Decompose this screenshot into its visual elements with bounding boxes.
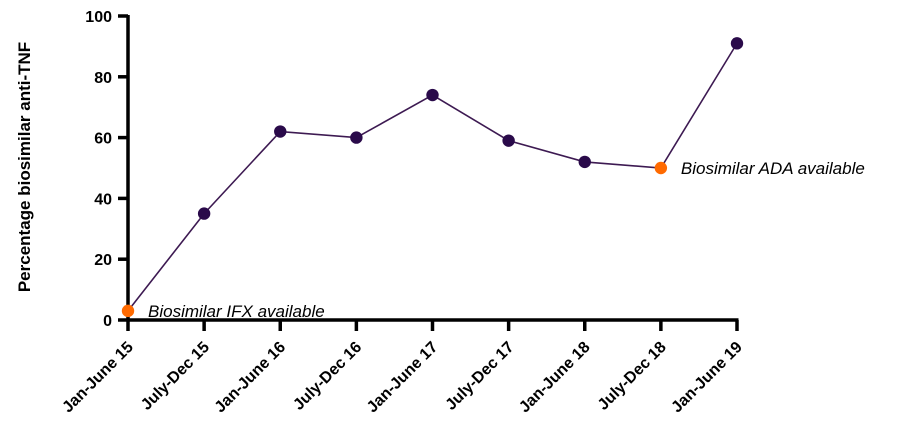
highlighted-data-point	[654, 161, 668, 175]
x-tick-label: July-Dec 18	[595, 339, 670, 414]
data-point	[426, 88, 439, 102]
data-point	[274, 125, 287, 138]
data-point	[730, 37, 744, 50]
y-tick-label: 40	[94, 191, 112, 208]
x-tick-label: Jan-June 18	[516, 339, 593, 416]
data-point	[350, 131, 363, 144]
annotation-label: Biosimilar ADA available	[681, 159, 865, 178]
data-point	[502, 134, 515, 147]
x-tick-label: July-Dec 15	[138, 339, 213, 414]
axes	[126, 15, 739, 322]
y-tick-label: 20	[94, 252, 112, 269]
x-tick-label: July-Dec 16	[290, 339, 365, 414]
y-tick-label: 60	[94, 131, 112, 148]
annotation-label: Biosimilar IFX available	[148, 302, 325, 321]
series-line	[127, 42, 738, 312]
y-tick-label: 0	[103, 313, 112, 330]
x-tick-label: Jan-June 15	[59, 339, 136, 416]
x-tick-label: Jan-June 19	[668, 339, 745, 416]
data-point	[197, 207, 211, 220]
x-tick-label: Jan-June 16	[212, 339, 289, 416]
series-group	[121, 37, 744, 318]
highlighted-data-point	[121, 304, 135, 318]
y-axis-title: Percentage biosimilar anti-TNF	[15, 42, 34, 292]
x-tick-label: July-Dec 17	[443, 339, 518, 414]
annotations: Biosimilar IFX available Biosimilar ADA a…	[148, 159, 865, 321]
y-tick-label: 80	[94, 70, 112, 87]
y-ticks: 0 20 40 60 80 100	[85, 9, 128, 330]
y-tick-label: 100	[85, 9, 112, 26]
x-tick-label: Jan-June 17	[364, 339, 441, 416]
data-point	[578, 155, 591, 169]
